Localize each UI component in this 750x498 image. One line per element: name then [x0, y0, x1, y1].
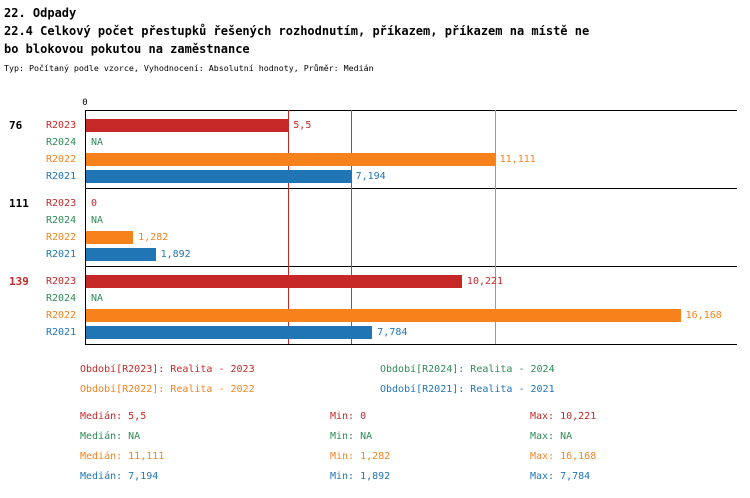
legend-item-r2022: Období[R2022]: Realita - 2022: [80, 384, 255, 395]
stat-min-r2024: Min: NA: [330, 431, 373, 442]
chart-group: 111 R2023 0 R2024 NA R2022 1,282 R2021 1,892: [9, 188, 737, 266]
median-line-r2021: [350, 110, 352, 344]
stat-min-r2023: Min: 0: [330, 411, 367, 422]
value-label: 1,892: [160, 249, 191, 260]
stats-row-r2023: Medián: 5,5 Min: 0 Max: 10,221: [80, 410, 746, 423]
value-label: 16,168: [685, 310, 722, 321]
stats-row-r2024: Medián: NA Min: NA Max: NA: [80, 430, 746, 443]
bar-row: R2022 11,111: [46, 151, 737, 168]
chart-group: 76 R2023 5,5 R2024 NA R2022 11,111 R2021 7,194: [9, 110, 737, 188]
bar-r2021: [86, 170, 351, 183]
chart-group: 139 R2023 10,221 R2024 NA R2022 16,168 R2021 7,7…: [9, 266, 737, 344]
bar-row: R2024 NA: [46, 212, 737, 229]
section-title: 22. Odpady: [4, 6, 77, 20]
bar-r2022: [86, 153, 495, 166]
legend-item-r2023: Období[R2023]: Realita - 2023: [80, 364, 255, 375]
value-label: NA: [91, 137, 104, 148]
bar-r2023: [86, 275, 462, 288]
legend-item-r2021: Období[R2021]: Realita - 2021: [380, 384, 555, 395]
bar-r2022: [86, 231, 134, 244]
bar-r2023: [86, 119, 289, 132]
value-label: 7,784: [377, 327, 408, 338]
stat-max-r2024: Max: NA: [530, 431, 573, 442]
series-label: R2021: [46, 327, 77, 338]
median-line-r2023: [288, 110, 290, 344]
median-line-r2022: [494, 110, 496, 344]
value-label: 10,221: [466, 276, 504, 287]
bar-row: R2024 NA: [46, 290, 737, 307]
stats-table: Medián: 5,5 Min: 0 Max: 10,221 Medián: N…: [80, 410, 746, 483]
value-label: 11,111: [499, 154, 536, 165]
stat-median-r2024: Medián: NA: [80, 431, 141, 442]
bar-row: R2022 1,282: [46, 229, 737, 246]
group-label: 111: [9, 197, 29, 210]
bar-row: R2023 5,5: [46, 117, 737, 134]
legend: Období[R2023]: Realita - 2023 Období[R20…: [80, 363, 746, 396]
bar-row: R2022 16,168: [46, 307, 737, 324]
bar-chart: 0 76 R2023 5,5 R2024 NA R2022 11,111 R2021 7,194…: [4, 97, 746, 345]
value-label: 5,5: [293, 120, 312, 131]
value-label: NA: [91, 293, 104, 304]
bar-row: R2021 7,194: [46, 168, 737, 185]
bar-r2021: [86, 248, 156, 261]
bar-r2021: [86, 326, 373, 339]
bar-row: R2023 0: [46, 195, 737, 212]
group-label: 139: [9, 275, 29, 288]
group-label: 76: [9, 119, 23, 132]
axis-tick-zero: 0: [82, 98, 88, 108]
bar-row: R2023 10,221: [46, 273, 737, 290]
chart-plot: 76 R2023 5,5 R2024 NA R2022 11,111 R2021 7,194 11…: [9, 110, 737, 345]
stat-median-r2021: Medián: 7,194: [80, 471, 159, 482]
stats-row-r2021: Medián: 7,194 Min: 1,892 Max: 7,784: [80, 470, 746, 483]
value-label: 1,282: [138, 232, 169, 243]
stat-min-r2021: Min: 1,892: [330, 471, 391, 482]
series-label: R2021: [46, 249, 77, 260]
stat-min-r2022: Min: 1,282: [330, 451, 391, 462]
series-label: R2023: [46, 276, 77, 287]
series-label: R2024: [46, 293, 77, 304]
value-label: 0: [91, 198, 98, 209]
bar-row: R2024 NA: [46, 134, 737, 151]
value-label: 7,194: [355, 171, 386, 182]
bar-r2022: [86, 309, 681, 322]
series-label: R2022: [46, 310, 77, 321]
series-label: R2023: [46, 120, 77, 131]
series-label: R2022: [46, 232, 77, 243]
bar-row: R2021 1,892: [46, 246, 737, 263]
chart-title-line1: 22.4 Celkový počet přestupků řešených ro…: [4, 24, 590, 38]
legend-item-r2024: Období[R2024]: Realita - 2024: [380, 364, 555, 375]
series-label: R2024: [46, 215, 77, 226]
stat-max-r2021: Max: 7,784: [530, 471, 591, 482]
stat-median-r2022: Medián: 11,111: [80, 451, 165, 462]
chart-subtitle: Typ: Počítaný podle vzorce, Vyhodnocení:…: [4, 63, 374, 73]
stats-row-r2022: Medián: 11,111 Min: 1,282 Max: 16,168: [80, 450, 746, 463]
stat-median-r2023: Medián: 5,5: [80, 411, 147, 422]
value-label: NA: [91, 215, 104, 226]
series-label: R2021: [46, 171, 77, 182]
chart-title-line2: bo blokovou pokutou na zaměstnance: [4, 42, 250, 56]
series-label: R2023: [46, 198, 77, 209]
stat-max-r2023: Max: 10,221: [530, 411, 597, 422]
series-label: R2024: [46, 137, 77, 148]
series-label: R2022: [46, 154, 77, 165]
stat-max-r2022: Max: 16,168: [530, 451, 597, 462]
bar-row: R2021 7,784: [46, 324, 737, 341]
